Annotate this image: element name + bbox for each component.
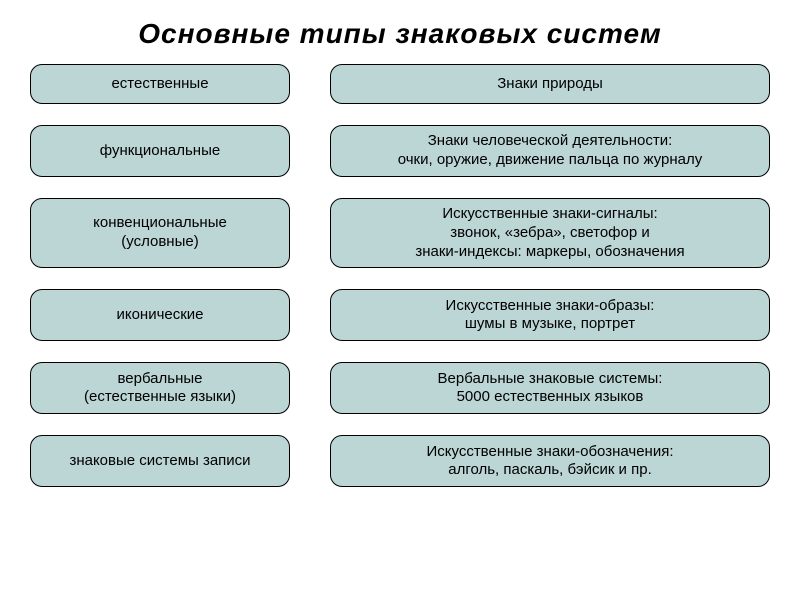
page-title: Основные типы знаковых систем — [0, 0, 800, 64]
diagram-grid: естественные Знаки природы функциональны… — [0, 64, 800, 507]
cell-left-0: естественные — [30, 64, 290, 104]
row-0: естественные Знаки природы — [30, 64, 770, 104]
row-2: конвенциональные (условные) Искусственны… — [30, 198, 770, 268]
row-3: иконические Искусственные знаки-образы: … — [30, 289, 770, 341]
cell-right-1: Знаки человеческой деятельности: очки, о… — [330, 125, 770, 177]
row-4: вербальные (естественные языки) Вербальн… — [30, 362, 770, 414]
cell-left-1: функциональные — [30, 125, 290, 177]
cell-left-2: конвенциональные (условные) — [30, 198, 290, 268]
row-1: функциональные Знаки человеческой деятел… — [30, 125, 770, 177]
row-5: знаковые системы записи Искусственные зн… — [30, 435, 770, 487]
cell-left-4: вербальные (естественные языки) — [30, 362, 290, 414]
cell-right-3: Искусственные знаки-образы: шумы в музык… — [330, 289, 770, 341]
cell-right-5: Искусственные знаки-обозначения: алголь,… — [330, 435, 770, 487]
cell-right-0: Знаки природы — [330, 64, 770, 104]
cell-left-3: иконические — [30, 289, 290, 341]
cell-left-5: знаковые системы записи — [30, 435, 290, 487]
cell-right-4: Вербальные знаковые системы: 5000 естест… — [330, 362, 770, 414]
cell-right-2: Искусственные знаки-сигналы: звонок, «зе… — [330, 198, 770, 268]
